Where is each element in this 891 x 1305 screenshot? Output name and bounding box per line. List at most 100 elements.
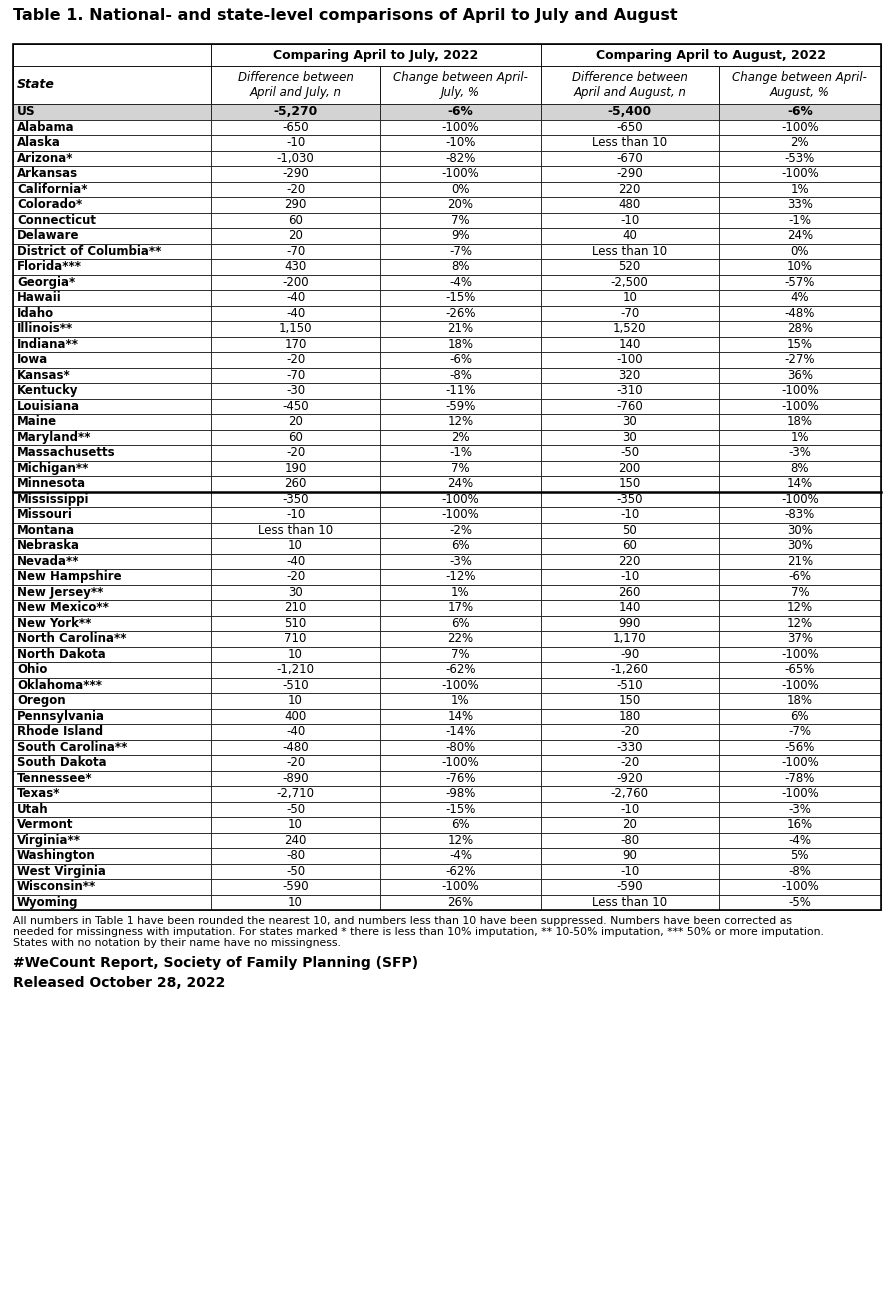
Bar — [380, 553, 541, 569]
Bar — [13, 414, 211, 429]
Bar — [13, 693, 211, 709]
Bar — [541, 181, 719, 197]
Bar — [13, 352, 211, 368]
Text: 10: 10 — [288, 694, 303, 707]
Text: -510: -510 — [282, 679, 309, 692]
Text: Oklahoma***: Oklahoma*** — [17, 679, 102, 692]
Bar — [211, 553, 380, 569]
Text: 24%: 24% — [447, 478, 473, 491]
Bar — [541, 445, 719, 461]
Text: -6%: -6% — [787, 106, 813, 119]
Text: Colorado*: Colorado* — [17, 198, 82, 211]
Text: 170: 170 — [284, 338, 307, 351]
Bar — [211, 461, 380, 476]
Text: 12%: 12% — [787, 617, 813, 630]
Bar — [719, 476, 881, 492]
Text: Less than 10: Less than 10 — [593, 895, 667, 908]
Text: 12%: 12% — [447, 834, 473, 847]
Text: 2%: 2% — [790, 136, 809, 149]
Text: 30: 30 — [622, 415, 637, 428]
Text: -1%: -1% — [449, 446, 472, 459]
Bar — [380, 337, 541, 352]
Text: California*: California* — [17, 183, 87, 196]
Text: -27%: -27% — [785, 354, 815, 367]
Text: 520: 520 — [618, 260, 641, 273]
Text: 1,170: 1,170 — [613, 632, 647, 645]
Bar — [211, 693, 380, 709]
Bar — [541, 833, 719, 848]
Bar — [211, 228, 380, 244]
Bar — [541, 44, 881, 67]
Text: -670: -670 — [617, 151, 643, 164]
Bar — [211, 786, 380, 801]
Bar — [719, 368, 881, 382]
Bar — [719, 894, 881, 910]
Bar — [380, 414, 541, 429]
Bar — [719, 120, 881, 134]
Text: -40: -40 — [286, 555, 305, 568]
Text: 7%: 7% — [790, 586, 809, 599]
Bar — [380, 616, 541, 632]
Bar — [719, 616, 881, 632]
Text: Alabama: Alabama — [17, 121, 75, 133]
Bar — [13, 709, 211, 724]
Text: -12%: -12% — [446, 570, 476, 583]
Text: 8%: 8% — [451, 260, 470, 273]
Bar — [380, 290, 541, 305]
Bar — [719, 724, 881, 740]
Bar — [541, 770, 719, 786]
Text: 190: 190 — [284, 462, 307, 475]
Bar — [541, 848, 719, 864]
Text: Minnesota: Minnesota — [17, 478, 86, 491]
Bar — [211, 632, 380, 646]
Text: -10: -10 — [620, 865, 640, 878]
Bar — [380, 709, 541, 724]
Bar — [541, 492, 719, 508]
Text: Vermont: Vermont — [17, 818, 73, 831]
Text: -7%: -7% — [449, 245, 472, 258]
Bar — [13, 368, 211, 382]
Text: -20: -20 — [286, 757, 305, 769]
Text: 7%: 7% — [451, 647, 470, 660]
Bar — [211, 305, 380, 321]
Text: 30%: 30% — [787, 523, 813, 536]
Text: 180: 180 — [618, 710, 641, 723]
Bar — [380, 368, 541, 382]
Bar — [719, 382, 881, 398]
Text: Maryland**: Maryland** — [17, 431, 92, 444]
Bar — [541, 756, 719, 770]
Bar — [541, 662, 719, 677]
Bar — [380, 801, 541, 817]
Bar — [719, 662, 881, 677]
Text: 140: 140 — [618, 602, 641, 615]
Text: -5,270: -5,270 — [274, 106, 318, 119]
Text: -100%: -100% — [781, 787, 819, 800]
Bar — [541, 150, 719, 166]
Text: 430: 430 — [284, 260, 307, 273]
Bar — [541, 569, 719, 585]
Bar — [719, 786, 881, 801]
Text: 14%: 14% — [447, 710, 473, 723]
Text: 20: 20 — [622, 818, 637, 831]
Text: -5,400: -5,400 — [608, 106, 652, 119]
Bar — [541, 120, 719, 134]
Bar — [541, 476, 719, 492]
Text: -4%: -4% — [789, 834, 812, 847]
Bar — [541, 508, 719, 522]
Bar — [719, 833, 881, 848]
Bar — [719, 693, 881, 709]
Text: Utah: Utah — [17, 803, 49, 816]
Bar — [719, 228, 881, 244]
Bar — [211, 197, 380, 213]
Text: 24%: 24% — [787, 230, 813, 243]
Bar — [380, 538, 541, 553]
Bar — [211, 476, 380, 492]
Bar — [380, 522, 541, 538]
Bar — [13, 600, 211, 616]
Bar — [719, 104, 881, 120]
Text: Arizona*: Arizona* — [17, 151, 73, 164]
Bar — [719, 321, 881, 337]
Bar — [541, 786, 719, 801]
Text: -10: -10 — [620, 214, 640, 227]
Text: 30: 30 — [288, 586, 303, 599]
